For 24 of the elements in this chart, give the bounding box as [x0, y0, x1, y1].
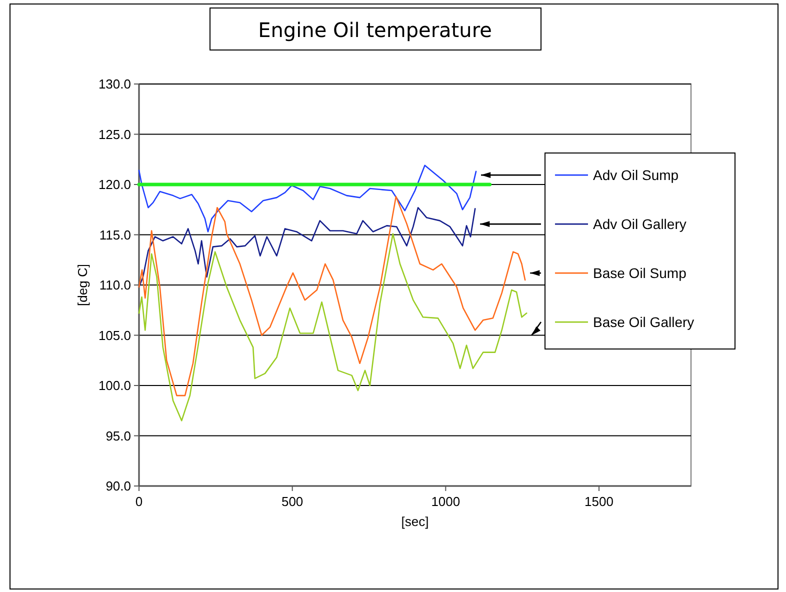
y-tick-label: 115.0 [99, 227, 131, 242]
x-axis-title: [sec] [401, 514, 429, 529]
y-tick-label: 125.0 [98, 126, 131, 142]
chart-title: Engine Oil temperature [258, 18, 492, 42]
legend-label: Adv Oil Gallery [593, 216, 686, 232]
line-series [138, 164, 477, 232]
y-tick-label: 130.0 [98, 76, 131, 92]
x-tick-label: 500 [281, 494, 304, 509]
legend-label: Base Oil Gallery [593, 314, 694, 330]
y-tick-label: 90.0 [106, 478, 131, 494]
x-tick-label: 1500 [584, 494, 614, 509]
line-series [138, 196, 526, 396]
line-series [138, 206, 476, 288]
y-tick-label: 120.0 [98, 177, 131, 192]
legend-label: Adv Oil Sump [593, 166, 679, 183]
y-tick-label: 110.0 [99, 278, 131, 293]
y-tick-label: 105.0 [98, 328, 131, 343]
y-axis-title: [deg C] [75, 264, 90, 306]
x-tick-label: 1000 [431, 494, 460, 509]
x-tick-label: 0 [135, 494, 143, 509]
y-tick-label: 95.0 [106, 428, 131, 444]
legend-label: Base Oil Sump [593, 264, 687, 281]
line-series [138, 233, 528, 422]
y-tick-label: 100.0 [98, 378, 131, 394]
